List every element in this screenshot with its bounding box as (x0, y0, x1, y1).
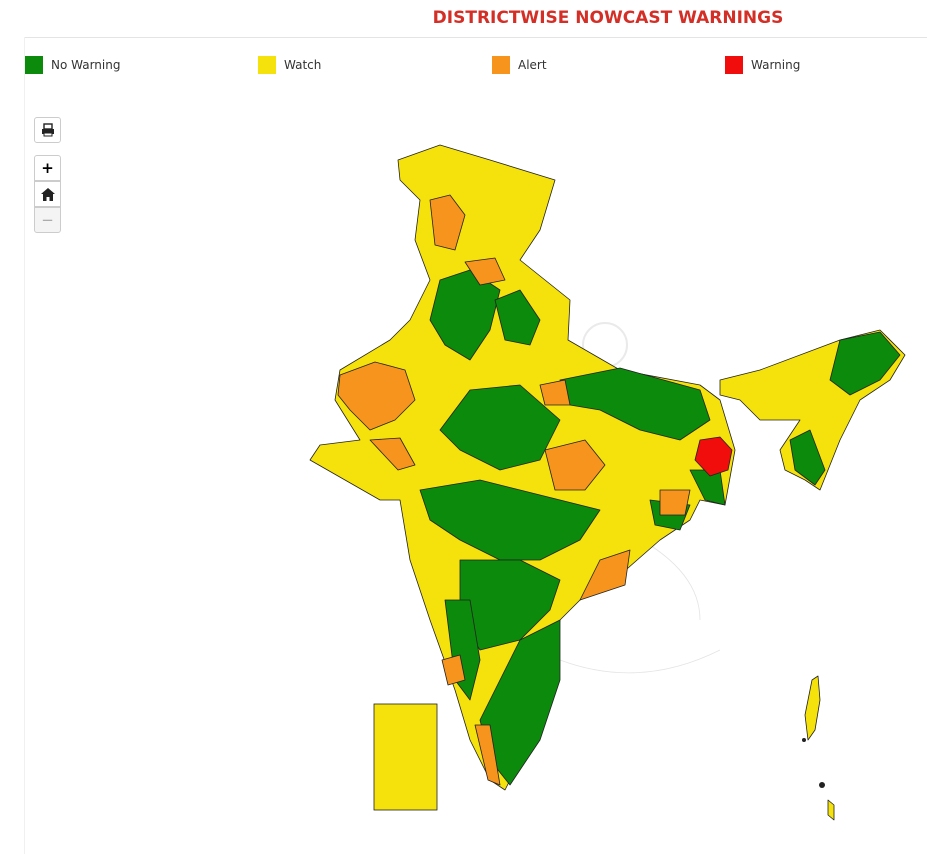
region (439, 384, 561, 471)
legend-item: No Warning (25, 56, 120, 74)
home-icon (40, 187, 55, 201)
zoom-in-button[interactable]: + (34, 155, 61, 181)
legend-swatch (25, 56, 43, 74)
region (464, 257, 506, 286)
region (804, 675, 821, 741)
legend-swatch (725, 56, 743, 74)
legend-label: Alert (518, 58, 547, 72)
legend-swatch (492, 56, 510, 74)
title: DISTRICTWISE NOWCAST WARNINGS (432, 8, 784, 28)
legend-label: Watch (284, 58, 322, 72)
legend-label: Warning (751, 58, 801, 72)
island (802, 738, 806, 742)
region (829, 331, 901, 396)
region (559, 367, 711, 441)
region (419, 479, 601, 561)
divider (24, 37, 927, 38)
region (494, 289, 541, 346)
legend-swatch (258, 56, 276, 74)
region (694, 436, 733, 477)
region (827, 799, 835, 821)
region (373, 703, 438, 811)
region (441, 654, 466, 686)
legend-item: Alert (492, 56, 547, 74)
region (544, 439, 606, 491)
region (429, 194, 466, 251)
divider (24, 37, 25, 854)
legend-item: Watch (258, 56, 321, 74)
legend-label: No Warning (51, 58, 121, 72)
home-button[interactable] (34, 181, 61, 207)
print-icon (41, 123, 54, 137)
island (819, 782, 825, 788)
region (659, 489, 691, 516)
region (579, 549, 631, 601)
region (474, 724, 501, 786)
print-button[interactable] (34, 117, 61, 143)
region (369, 437, 416, 471)
region (337, 361, 416, 431)
legend-item: Warning (725, 56, 800, 74)
region (789, 429, 826, 486)
region (539, 379, 571, 406)
zoom-out-button[interactable]: − (34, 207, 61, 233)
region (479, 619, 561, 786)
